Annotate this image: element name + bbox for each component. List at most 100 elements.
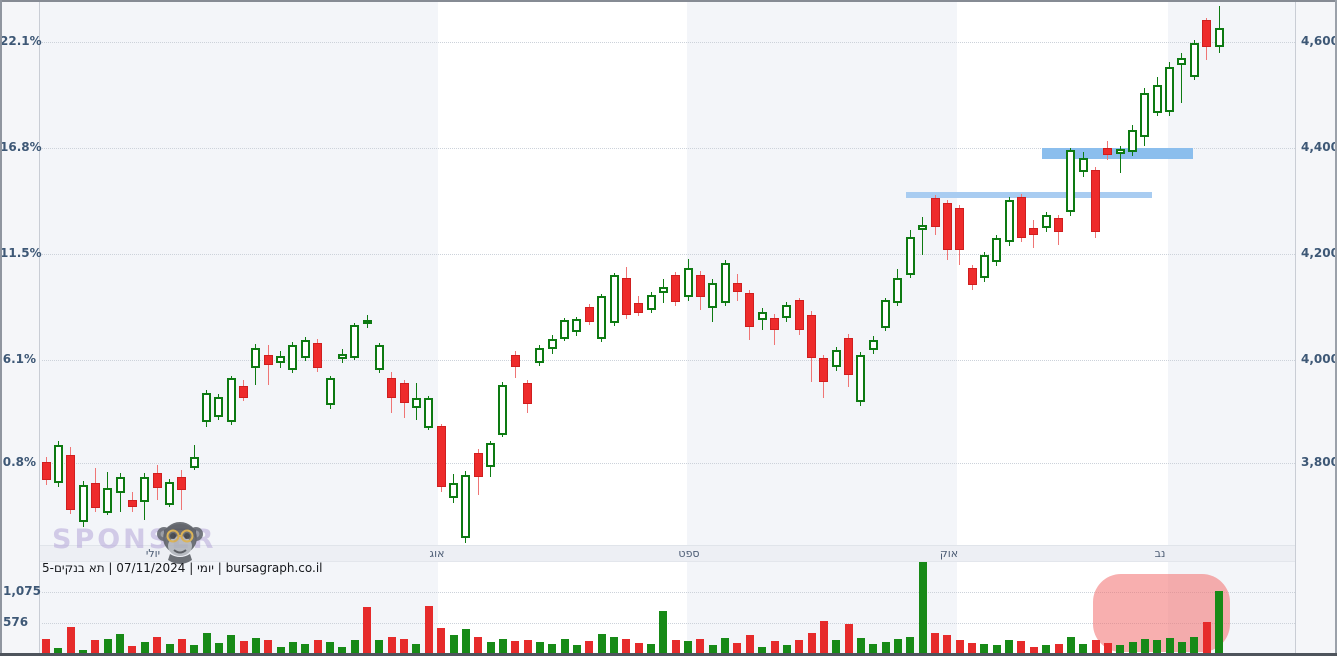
volume-bar <box>980 644 989 653</box>
candle-body <box>325 378 335 405</box>
volume-bar <box>807 632 816 653</box>
candle-body <box>486 443 495 467</box>
volume-bar <box>684 641 692 653</box>
candle-body <box>337 353 347 359</box>
volume-bar <box>1103 642 1112 653</box>
candle-body <box>535 347 545 364</box>
candle-body <box>103 488 113 514</box>
volume-bar <box>251 637 260 653</box>
candle-body <box>1152 84 1162 113</box>
volume-bar <box>696 639 705 653</box>
volume-bar <box>844 623 853 653</box>
volume-bar <box>610 637 618 653</box>
volume-bar <box>412 644 421 653</box>
volume-bar <box>535 641 544 653</box>
volume-bar <box>1029 646 1038 653</box>
support-resistance-highlight <box>906 192 1152 198</box>
candle-body <box>152 472 162 488</box>
volume-bar <box>128 646 137 653</box>
volume-bar <box>363 606 371 653</box>
volume-bar <box>153 637 162 653</box>
volume-bar <box>1177 641 1186 653</box>
candle-body <box>449 483 458 498</box>
volume-bar <box>572 644 581 653</box>
volume-bar <box>511 641 520 653</box>
candle-body <box>646 294 656 310</box>
volume-bar <box>647 644 655 653</box>
candle-body <box>263 354 273 366</box>
candle-body <box>350 325 360 358</box>
candle-body <box>979 255 989 278</box>
month-band <box>1168 2 1295 653</box>
volume-bar <box>1091 640 1100 653</box>
volume-bar <box>733 642 742 653</box>
candle-body <box>387 378 397 399</box>
candle-body <box>1140 92 1150 137</box>
volume-bar <box>634 642 643 653</box>
candle-body <box>695 275 705 297</box>
percent-axis-label: 6.1% <box>2 352 36 366</box>
gridline <box>42 360 1295 361</box>
volume-axis-label: 1,075 <box>3 584 41 598</box>
candle-body <box>214 397 224 418</box>
frame-border-top <box>0 0 1337 2</box>
volume-bar <box>622 638 631 653</box>
candle-body <box>1202 20 1212 47</box>
candle-body <box>53 444 63 483</box>
candle-body <box>1054 218 1063 232</box>
candle-body <box>1115 149 1125 155</box>
volume-bar <box>227 635 236 653</box>
candle-body <box>226 378 236 422</box>
candle-body <box>732 283 742 293</box>
candle-body <box>399 382 409 403</box>
volume-bar <box>856 637 865 653</box>
volume-bar <box>869 643 878 653</box>
volume-bar <box>326 641 334 653</box>
candle-body <box>893 277 903 303</box>
volume-bar <box>288 642 297 653</box>
volume-bar <box>400 638 409 653</box>
volume-bar <box>1079 644 1088 653</box>
volume-bar <box>79 649 87 653</box>
candle-body <box>770 318 779 330</box>
volume-bar <box>955 640 964 653</box>
candle-body <box>967 267 977 285</box>
volume-bar <box>474 636 483 653</box>
volume-bar <box>597 634 606 653</box>
volume-bar <box>461 629 470 653</box>
volume-bar <box>103 638 112 653</box>
candle-body <box>844 337 854 375</box>
candle-body <box>251 347 261 368</box>
candle-body <box>942 203 952 250</box>
volume-bar <box>918 562 927 653</box>
left-percent-axis-gutter <box>0 2 40 653</box>
volume-bar <box>1215 591 1223 653</box>
candle-body <box>708 283 718 308</box>
candle-body <box>634 302 644 313</box>
candle-body <box>1177 57 1187 65</box>
volume-bar <box>745 635 754 653</box>
volume-bar <box>560 639 569 653</box>
candle-body <box>41 461 51 480</box>
volume-bar <box>906 636 915 653</box>
candle-wick <box>1181 52 1183 104</box>
candle-body <box>461 475 471 539</box>
month-band <box>687 2 957 653</box>
price-axis-label: 4,400 <box>1301 140 1337 154</box>
candle-body <box>523 382 532 404</box>
volume-bar <box>239 641 248 653</box>
chart-info-text: יומי | 07/11/2024 | תא בנקים-5 | bursagr… <box>42 561 323 575</box>
frame-border-left <box>0 0 2 656</box>
volume-bar <box>42 638 50 653</box>
volume-bar <box>523 639 532 653</box>
candle-body <box>856 354 866 402</box>
candle-body <box>831 349 841 367</box>
candle-body <box>276 355 286 363</box>
volume-bar <box>140 641 149 653</box>
candle-wick <box>181 470 183 510</box>
volume-bar <box>1042 645 1051 653</box>
candle-body <box>313 343 323 368</box>
volume-bar <box>1005 639 1014 653</box>
volume-bar <box>1128 641 1137 653</box>
